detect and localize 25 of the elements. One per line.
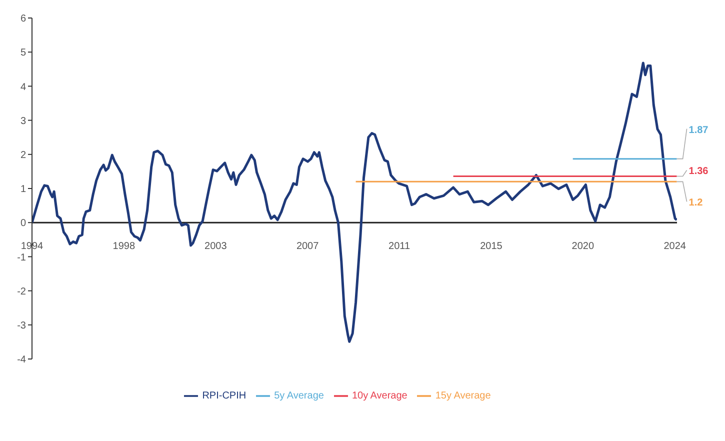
y-tick-label: -4	[17, 354, 26, 366]
y-tick-label: 6	[20, 14, 26, 25]
data-label: 1.2	[688, 198, 704, 209]
y-tick-label: 3	[20, 116, 26, 127]
y-tick-label: 5	[20, 48, 26, 59]
y-tick-label: 4	[20, 82, 26, 93]
y-tick-label: 2	[20, 150, 26, 161]
y-tick-label: -1	[17, 252, 26, 264]
x-tick-label: 1998	[112, 241, 136, 252]
x-tick-label: 2015	[480, 241, 503, 252]
x-tick-label: 2003	[204, 241, 228, 252]
y-tick-label: -3	[17, 320, 26, 332]
data-label: 1.36	[688, 166, 709, 178]
x-tick-label: 2020	[572, 241, 594, 252]
data-label: 1.87	[688, 124, 709, 136]
x-tick-label: 2007	[296, 241, 320, 252]
legend-label: RPI-CPIH	[202, 390, 246, 402]
y-tick-label: -2	[17, 286, 26, 298]
x-tick-label: 2024	[664, 241, 686, 252]
y-tick-label: 0	[20, 218, 26, 230]
legend-label: 10y Average	[352, 390, 408, 402]
legend-label: 15y Average	[435, 390, 491, 402]
legend-label: 5y Average	[274, 390, 324, 402]
x-tick-label: 2011	[388, 241, 410, 252]
y-tick-label: 1	[20, 184, 26, 196]
